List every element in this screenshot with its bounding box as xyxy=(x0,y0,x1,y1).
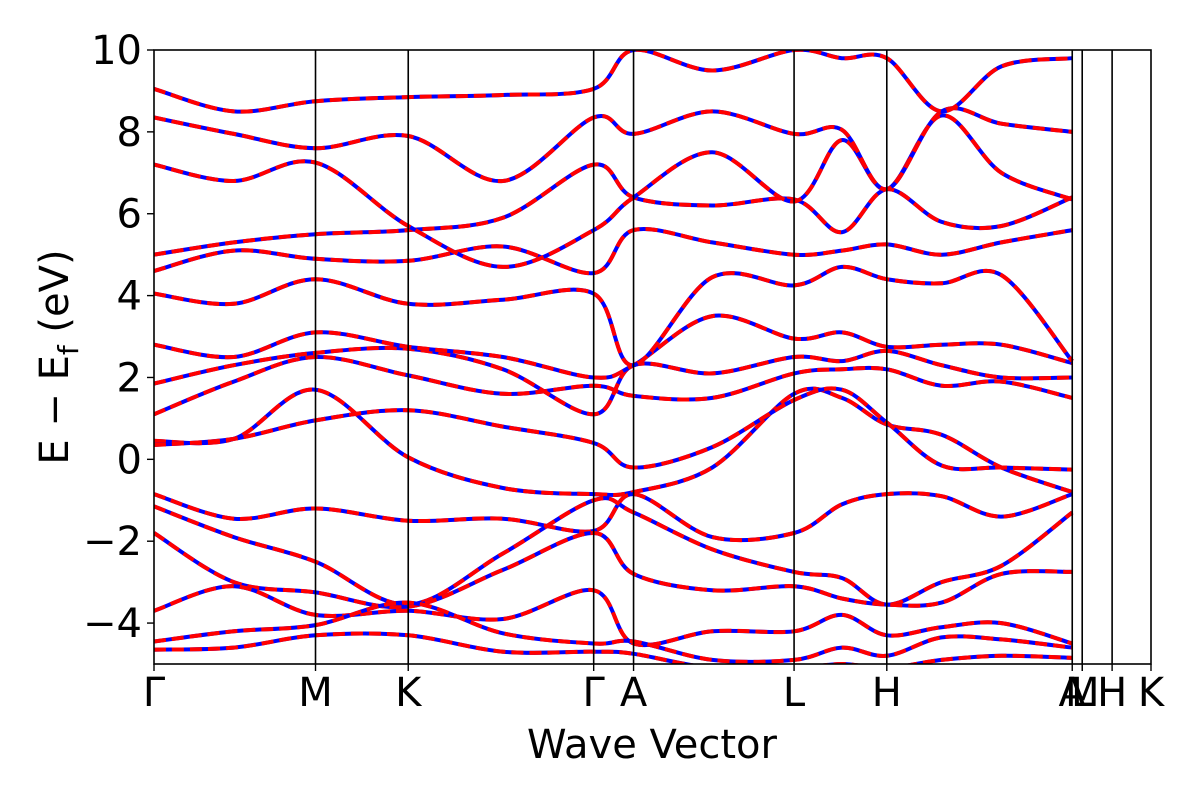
y-tick-label: −4 xyxy=(83,601,142,647)
band-line-spin-up xyxy=(154,354,1073,417)
x-axis-title: Wave Vector xyxy=(527,722,778,768)
band-line-spin-up xyxy=(154,345,1073,417)
y-tick-label: −2 xyxy=(83,519,142,565)
x-tick-label: A xyxy=(1059,670,1087,716)
x-tick-label: L xyxy=(783,670,806,716)
y-tick-label: 6 xyxy=(117,192,142,238)
x-tick-label: M xyxy=(298,670,333,716)
x-tick-label: K xyxy=(1138,670,1166,716)
y-tick-label: 8 xyxy=(117,110,142,156)
y-axis-title-subscript: f xyxy=(52,344,85,355)
band-line-spin-down xyxy=(154,113,1073,269)
y-tick-label: 2 xyxy=(117,355,142,401)
x-tick-label: L xyxy=(1071,670,1094,716)
band-line-spin-down xyxy=(154,386,1073,498)
y-axis-title-unit: (eV) xyxy=(32,249,78,345)
y-axis: −4 −2 0 2 4 6 8 10 xyxy=(83,28,154,647)
x-tick-label: M xyxy=(1065,670,1100,716)
band-line-spin-up xyxy=(154,386,1073,472)
y-axis-title-main: E − E xyxy=(32,355,78,465)
y-axis-title: E − Ef (eV) xyxy=(32,249,85,464)
kpoint-divider-lines xyxy=(314,50,1113,664)
x-tick-label: K xyxy=(395,670,423,716)
y-tick-label: 10 xyxy=(91,28,142,74)
x-tick-label: H xyxy=(1097,670,1127,716)
x-tick-label: H xyxy=(872,670,902,716)
band-line-spin-up xyxy=(154,50,1073,114)
band-line-spin-up xyxy=(154,530,1073,610)
band-line-spin-down xyxy=(154,162,1073,257)
band-line-spin-up xyxy=(154,113,1073,269)
band-line-spin-up xyxy=(154,600,1073,664)
x-tick-label: Γ xyxy=(583,670,606,716)
y-tick-label: 4 xyxy=(117,274,142,320)
band-line-spin-up xyxy=(154,264,1074,368)
x-tick-label: Γ xyxy=(143,670,166,716)
y-tick-label: 0 xyxy=(117,437,142,483)
band-line-spin-down xyxy=(154,345,1073,417)
x-tick-label: A xyxy=(620,670,648,716)
plot-area xyxy=(154,50,1074,664)
band-line-spin-up xyxy=(154,162,1073,257)
band-line-spin-down xyxy=(154,50,1073,114)
band-line-spin-up xyxy=(154,386,1073,498)
plot-frame xyxy=(153,49,1152,665)
band-line-spin-up xyxy=(154,106,1073,192)
